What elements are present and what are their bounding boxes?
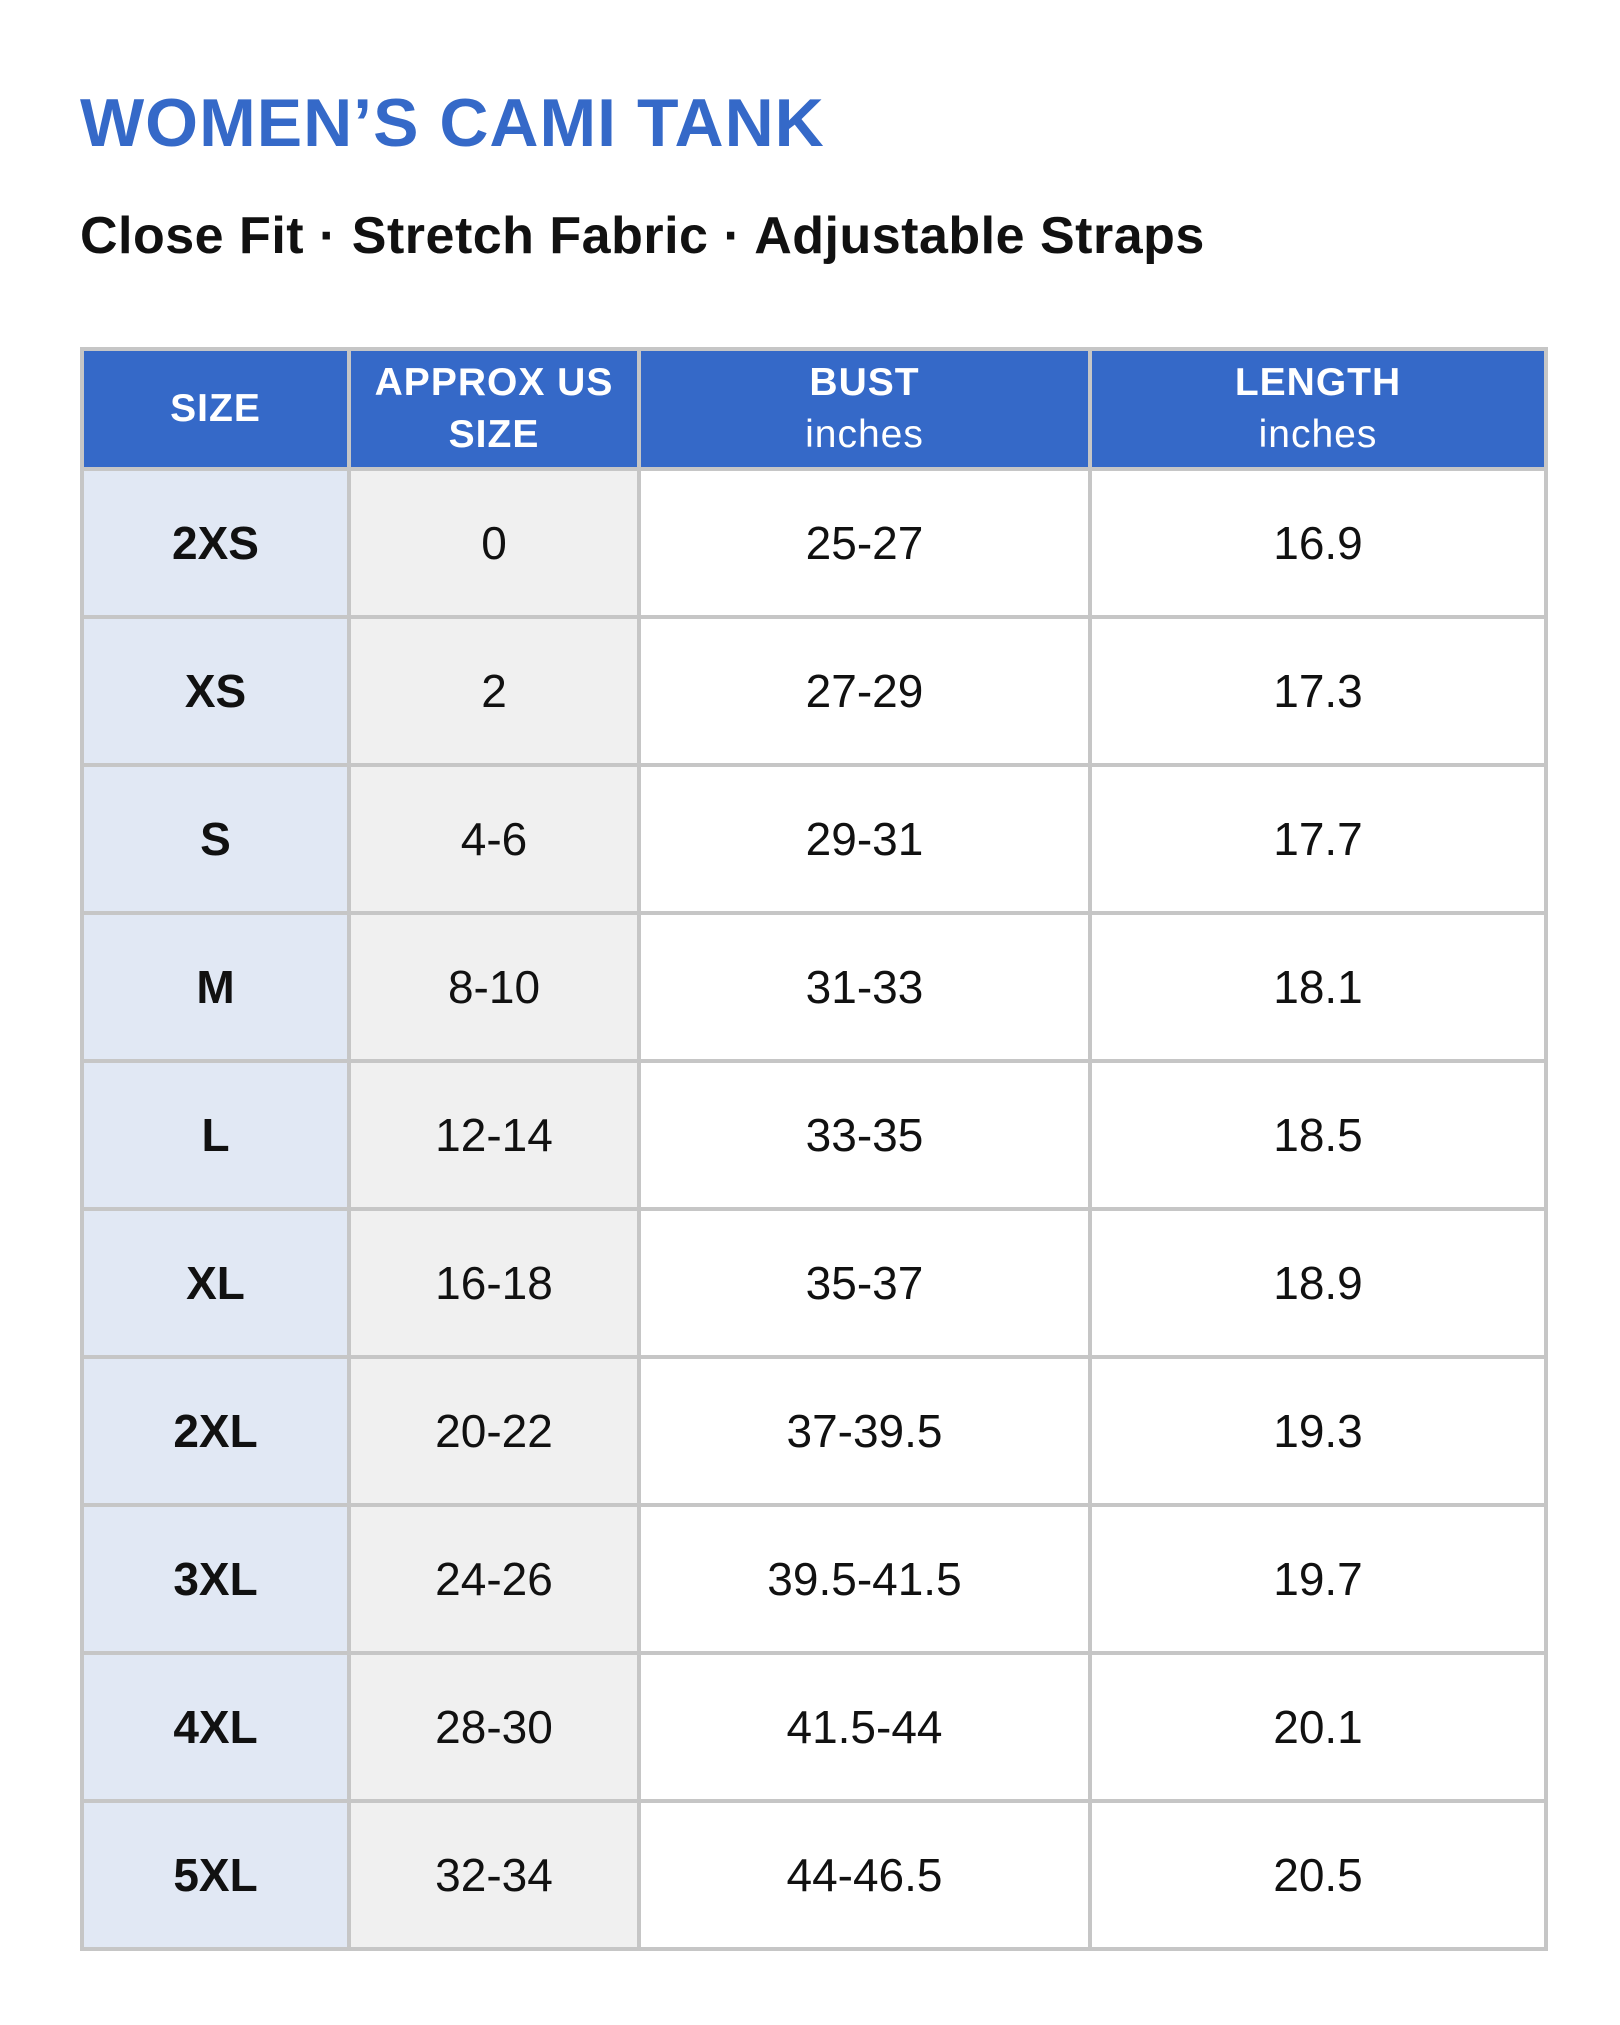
- size-cell: XS: [80, 615, 351, 767]
- value-cell: 18.1: [1088, 911, 1548, 1063]
- value-cell: 16-18: [347, 1207, 641, 1359]
- value-cell: 25-27: [637, 467, 1092, 619]
- column-title: BUST: [809, 361, 920, 404]
- table-row: 2XS 0 25-27 16.9: [80, 467, 1548, 619]
- value-cell: 4-6: [347, 763, 641, 915]
- value-cell: 44-46.5: [637, 1799, 1092, 1951]
- value-cell: 19.7: [1088, 1503, 1548, 1655]
- value-cell: 33-35: [637, 1059, 1092, 1211]
- table-row: S 4-6 29-31 17.7: [80, 763, 1548, 915]
- value-cell: 31-33: [637, 911, 1092, 1063]
- header-row: SIZE APPROX US SIZE BUST inches LENGTH inches: [80, 347, 1548, 471]
- table-body: 2XS 0 25-27 16.9 XS 2 27-29 17.3 S 4-6 29-31 17.7 M 8…: [80, 467, 1548, 1951]
- value-cell: 27-29: [637, 615, 1092, 767]
- subtitle: Close Fit · Stretch Fabric · Adjustable …: [80, 207, 1205, 265]
- column-unit: inches: [805, 413, 924, 456]
- column-unit: inches: [1258, 413, 1378, 456]
- value-cell: 29-31: [637, 763, 1092, 915]
- table-row: L 12-14 33-35 18.5: [80, 1059, 1548, 1211]
- table-row: 4XL 28-30 41.5-44 20.1: [80, 1651, 1548, 1803]
- value-cell: 19.3: [1088, 1355, 1548, 1507]
- title: WOMEN’S CAMI TANK: [80, 85, 825, 161]
- column-header: LENGTH inches: [1088, 347, 1548, 471]
- value-cell: 32-34: [347, 1799, 641, 1951]
- size-table: SIZE APPROX US SIZE BUST inches LENGTH inches…: [80, 347, 1548, 1951]
- size-cell: M: [80, 911, 351, 1063]
- size-cell: 5XL: [80, 1799, 351, 1951]
- size-cell: L: [80, 1059, 351, 1211]
- size-cell: 2XL: [80, 1355, 351, 1507]
- value-cell: 8-10: [347, 911, 641, 1063]
- value-cell: 20-22: [347, 1355, 641, 1507]
- value-cell: 18.5: [1088, 1059, 1548, 1211]
- value-cell: 2: [347, 615, 641, 767]
- value-cell: 41.5-44: [637, 1651, 1092, 1803]
- column-title: APPROX US SIZE: [374, 361, 614, 456]
- value-cell: 17.7: [1088, 763, 1548, 915]
- size-cell: XL: [80, 1207, 351, 1359]
- table-row: 5XL 32-34 44-46.5 20.5: [80, 1799, 1548, 1951]
- value-cell: 18.9: [1088, 1207, 1548, 1359]
- value-cell: 12-14: [347, 1059, 641, 1211]
- value-cell: 17.3: [1088, 615, 1548, 767]
- column-header: BUST inches: [637, 347, 1092, 471]
- table-row: M 8-10 31-33 18.1: [80, 911, 1548, 1063]
- column-header: SIZE: [80, 347, 351, 471]
- value-cell: 39.5-41.5: [637, 1503, 1092, 1655]
- value-cell: 24-26: [347, 1503, 641, 1655]
- table-row: 2XL 20-22 37-39.5 19.3: [80, 1355, 1548, 1507]
- value-cell: 37-39.5: [637, 1355, 1092, 1507]
- table-row: 3XL 24-26 39.5-41.5 19.7: [80, 1503, 1548, 1655]
- value-cell: 0: [347, 467, 641, 619]
- value-cell: 35-37: [637, 1207, 1092, 1359]
- table-row: XS 2 27-29 17.3: [80, 615, 1548, 767]
- column-title: LENGTH: [1234, 361, 1402, 404]
- value-cell: 20.1: [1088, 1651, 1548, 1803]
- value-cell: 20.5: [1088, 1799, 1548, 1951]
- column-title: SIZE: [170, 387, 261, 430]
- size-cell: 2XS: [80, 467, 351, 619]
- value-cell: 28-30: [347, 1651, 641, 1803]
- column-header: APPROX US SIZE: [347, 347, 641, 471]
- size-cell: 3XL: [80, 1503, 351, 1655]
- value-cell: 16.9: [1088, 467, 1548, 619]
- size-cell: S: [80, 763, 351, 915]
- table-row: XL 16-18 35-37 18.9: [80, 1207, 1548, 1359]
- size-cell: 4XL: [80, 1651, 351, 1803]
